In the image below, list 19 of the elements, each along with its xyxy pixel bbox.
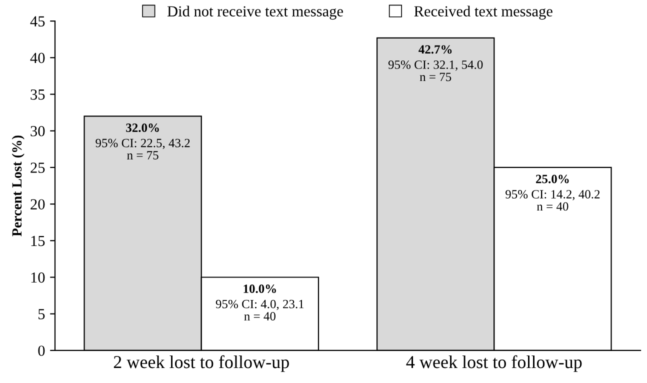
x-tick-label: 4 week lost to follow-up	[406, 355, 582, 372]
legend-label: Did not receive text message	[167, 6, 343, 20]
legend-label: Received text message	[414, 6, 552, 20]
data-label: 10.0% 95% CI: 4.0, 23.1 n = 40	[216, 284, 304, 320]
y-tick-label: 25	[30, 162, 45, 173]
y-axis-title: Percent Lost (%)	[12, 136, 24, 236]
y-tick-label: 0	[38, 346, 45, 356]
y-tick-label: 15	[31, 236, 45, 246]
data-label: 25.0% 95% CI: 14.2, 40.2 n = 40	[506, 174, 600, 211]
y-tick-label: 45	[30, 16, 45, 27]
data-label: 42.7% 95% CI: 32.1, 54.0 n = 75	[388, 45, 483, 82]
y-tick-label: 5	[38, 309, 45, 320]
y-tick-label: 40	[30, 52, 45, 64]
y-tick-label: 35	[30, 89, 45, 100]
y-tick-label: 20	[30, 199, 45, 210]
y-tick-label: 10	[31, 272, 45, 283]
data-label: 32.0% 95% CI: 22.5, 43.2 n = 75	[96, 124, 190, 160]
x-tick-label: 2 week lost to follow-up	[114, 355, 289, 372]
y-tick-label: 30	[30, 126, 45, 136]
